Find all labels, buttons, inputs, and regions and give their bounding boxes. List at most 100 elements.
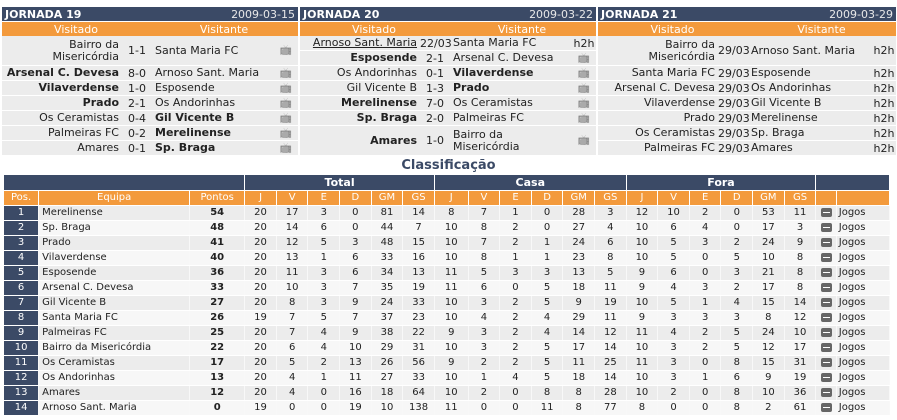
match-row[interactable]: Amares 0-1 Sp. Braga 📺 bbox=[2, 141, 298, 156]
jogos-link[interactable]: Jogos bbox=[836, 355, 891, 371]
match-home-team[interactable]: Palmeiras FC bbox=[48, 126, 119, 139]
jogos-link[interactable]: Jogos bbox=[836, 220, 891, 236]
jogos-link[interactable]: Jogos bbox=[836, 370, 891, 386]
h2h-link[interactable]: h2h bbox=[873, 126, 895, 140]
match-row[interactable]: Amares 1-0 Bairro da Misericórdia 📺 bbox=[300, 126, 596, 156]
match-row[interactable]: Os Ceramistas 29/03 Sp. Braga h2h bbox=[598, 126, 896, 141]
match-row[interactable]: Vilaverdense 1-0 Esposende 📺 bbox=[2, 81, 298, 96]
header-total-gs[interactable]: GS bbox=[402, 190, 435, 206]
match-row[interactable]: Arnoso Sant. Maria 22/03 Santa Maria FC h2h bbox=[300, 36, 596, 51]
row-team[interactable]: Palmeiras FC bbox=[38, 325, 191, 341]
match-row[interactable]: Prado 2-1 Os Andorinhas 📺 bbox=[2, 96, 298, 111]
h2h-link[interactable]: h2h bbox=[873, 81, 895, 95]
header-pos[interactable]: Pos. bbox=[4, 190, 40, 206]
match-row[interactable]: Santa Maria FC 29/03 Esposende h2h bbox=[598, 66, 896, 81]
header-casa-gm[interactable]: GM bbox=[562, 190, 596, 206]
header-fora-v[interactable]: V bbox=[657, 190, 690, 206]
match-away-team[interactable]: Os Ceramistas bbox=[453, 96, 533, 109]
match-away-team[interactable]: Amares bbox=[751, 141, 793, 154]
header-casa-j[interactable]: J bbox=[434, 190, 469, 206]
match-away-team[interactable]: Os Andorinhas bbox=[751, 81, 832, 94]
row-team[interactable]: Gil Vicente B bbox=[38, 295, 191, 311]
match-row[interactable]: Bairro da Misericórdia 29/03 Arnoso Sant. … bbox=[598, 36, 896, 66]
games-icon[interactable] bbox=[815, 295, 837, 311]
match-row[interactable]: Prado 29/03 Merelinense h2h bbox=[598, 111, 896, 126]
match-home-team[interactable]: Os Andorinhas bbox=[336, 66, 417, 79]
match-home-team[interactable]: Merelinense bbox=[341, 96, 417, 109]
games-icon[interactable] bbox=[815, 220, 837, 236]
match-row[interactable]: Os Andorinhas 0-1 Vilaverdense 📺 bbox=[300, 66, 596, 81]
jogos-link[interactable]: Jogos bbox=[836, 205, 891, 221]
games-icon[interactable] bbox=[815, 310, 837, 326]
jogos-link[interactable]: Jogos bbox=[836, 385, 891, 401]
match-away-team[interactable]: Merelinense bbox=[751, 111, 818, 124]
tv-icon[interactable]: 📺 bbox=[577, 135, 591, 146]
jornada-title[interactable]: JORNADA 20 bbox=[303, 7, 380, 21]
match-home-team[interactable]: Prado bbox=[683, 111, 715, 124]
row-team[interactable]: Arnoso Sant. Maria bbox=[38, 400, 191, 416]
match-row[interactable]: Vilaverdense 29/03 Gil Vicente B h2h bbox=[598, 96, 896, 111]
match-home-team[interactable]: Os Ceramistas bbox=[635, 126, 715, 139]
match-home-team[interactable]: Bairro da Misericórdia bbox=[648, 37, 715, 63]
header-total-v[interactable]: V bbox=[276, 190, 309, 206]
header-casa-gs[interactable]: GS bbox=[594, 190, 627, 206]
match-away-team[interactable]: Vilaverdense bbox=[453, 66, 534, 79]
jogos-link[interactable]: Jogos bbox=[836, 280, 891, 296]
match-row[interactable]: Merelinense 7-0 Os Ceramistas 📺 bbox=[300, 96, 596, 111]
match-row[interactable]: Bairro da Misericórdia 1-1 Santa Maria FC 📺 bbox=[2, 36, 298, 66]
jogos-link[interactable]: Jogos bbox=[836, 235, 891, 251]
match-home-team[interactable]: Amares bbox=[370, 133, 417, 147]
games-icon[interactable] bbox=[815, 265, 837, 281]
row-team[interactable]: Merelinense bbox=[38, 205, 191, 221]
jornada-title[interactable]: JORNADA 21 bbox=[601, 7, 678, 21]
header-casa-d[interactable]: D bbox=[531, 190, 564, 206]
row-team[interactable]: Sp. Braga bbox=[38, 220, 191, 236]
jornada-title[interactable]: JORNADA 19 bbox=[5, 7, 82, 21]
jogos-link[interactable]: Jogos bbox=[836, 400, 891, 416]
header-total-e[interactable]: E bbox=[307, 190, 341, 206]
games-icon[interactable] bbox=[815, 280, 837, 296]
match-home-team[interactable]: Amares bbox=[77, 141, 119, 154]
match-home-team[interactable]: Vilaverdense bbox=[38, 81, 119, 94]
header-equipa[interactable]: Equipa bbox=[38, 190, 191, 206]
jogos-link[interactable]: Jogos bbox=[836, 325, 891, 341]
match-row[interactable]: Palmeiras FC 0-2 Merelinense 📺 bbox=[2, 126, 298, 141]
tv-icon[interactable]: 📺 bbox=[577, 82, 591, 94]
match-away-team[interactable]: Bairro da Misericórdia bbox=[453, 127, 520, 153]
match-home-team[interactable]: Vilaverdense bbox=[644, 96, 715, 109]
jogos-link[interactable]: Jogos bbox=[836, 340, 891, 356]
row-team[interactable]: Arsenal C. Devesa bbox=[38, 280, 191, 296]
row-team[interactable]: Os Andorinhas bbox=[38, 370, 191, 386]
row-team[interactable]: Esposende bbox=[38, 265, 191, 281]
match-home-team[interactable]: Gil Vicente B bbox=[346, 81, 417, 94]
match-home-team[interactable]: Santa Maria FC bbox=[631, 66, 715, 79]
match-row[interactable]: Os Ceramistas 0-4 Gil Vicente B 📺 bbox=[2, 111, 298, 126]
header-pontos[interactable]: Pontos bbox=[189, 190, 246, 206]
match-away-team[interactable]: Prado bbox=[453, 81, 490, 94]
match-row[interactable]: Gil Vicente B 1-3 Prado 📺 bbox=[300, 81, 596, 96]
header-total-d[interactable]: D bbox=[339, 190, 372, 206]
match-row[interactable]: Arsenal C. Devesa 29/03 Os Andorinhas h2h bbox=[598, 81, 896, 96]
match-home-team[interactable]: Prado bbox=[82, 96, 119, 109]
h2h-link[interactable]: h2h bbox=[873, 141, 895, 155]
games-icon[interactable] bbox=[815, 385, 837, 401]
header-total-j[interactable]: J bbox=[244, 190, 277, 206]
games-icon[interactable] bbox=[815, 235, 837, 251]
match-away-team[interactable]: Esposende bbox=[751, 66, 811, 79]
row-team[interactable]: Bairro da Misericórdia bbox=[38, 340, 191, 356]
header-casa-e[interactable]: E bbox=[499, 190, 532, 206]
tv-icon[interactable]: 📺 bbox=[577, 67, 591, 79]
tv-icon[interactable]: 📺 bbox=[577, 112, 591, 124]
match-home-team[interactable]: Arsenal C. Devesa bbox=[6, 66, 119, 79]
header-casa-v[interactable]: V bbox=[468, 190, 501, 206]
header-fora-gs[interactable]: GS bbox=[784, 190, 817, 206]
row-team[interactable]: Amares bbox=[38, 385, 191, 401]
h2h-link[interactable]: h2h bbox=[873, 96, 895, 110]
games-icon[interactable] bbox=[815, 400, 837, 416]
tv-icon[interactable]: 📺 bbox=[279, 67, 293, 79]
match-away-team[interactable]: Palmeiras FC bbox=[453, 111, 524, 124]
match-home-team[interactable]: Sp. Braga bbox=[356, 111, 417, 124]
tv-icon[interactable]: 📺 bbox=[279, 45, 293, 56]
match-row[interactable]: Esposende 2-1 Arsenal C. Devesa 📺 bbox=[300, 51, 596, 66]
jogos-link[interactable]: Jogos bbox=[836, 265, 891, 281]
